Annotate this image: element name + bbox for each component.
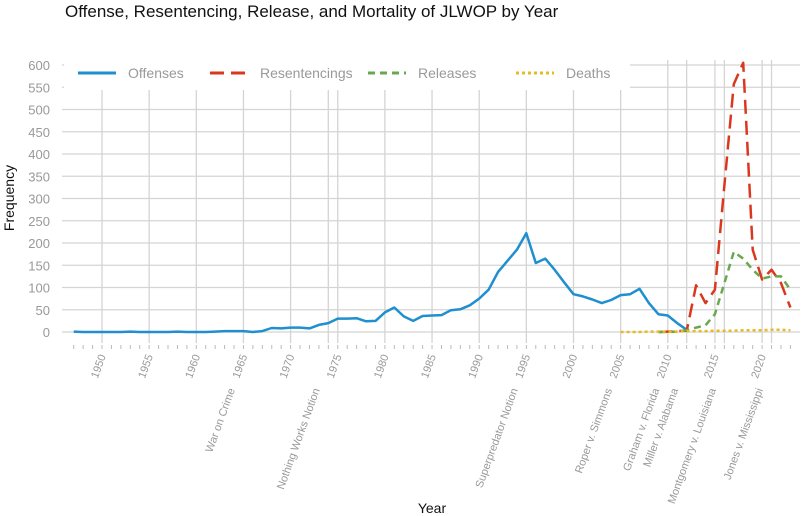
annotation-label: Nothing Works Notion xyxy=(275,387,323,491)
legend: Offenses Resentencings Releases Deaths xyxy=(64,56,630,90)
x-axis: 1950 1955 1960 1965 1970 1975 1980 1985 1990 1995… xyxy=(73,345,791,506)
grid xyxy=(62,60,800,343)
y-axis-label: Frequency xyxy=(1,165,17,231)
x-tick-label: 2020 xyxy=(749,353,769,380)
annotation-label: War on Crime xyxy=(204,387,238,454)
x-tick-label: 2005 xyxy=(608,353,628,380)
y-tick-label: 200 xyxy=(28,236,50,251)
annotation-label: Jones v. Mississippi xyxy=(722,387,766,482)
y-tick-label: 150 xyxy=(28,258,50,273)
x-tick-label: 2015 xyxy=(702,353,722,380)
y-tick-label: 600 xyxy=(28,58,50,73)
x-tick-label: 1975 xyxy=(325,353,345,380)
x-tick-label: 1985 xyxy=(419,353,439,380)
y-tick-label: 400 xyxy=(28,147,50,162)
x-tick-label: 1960 xyxy=(183,353,203,380)
x-tick-label: 1955 xyxy=(136,353,156,380)
legend-label: Resentencings xyxy=(260,65,353,81)
legend-label: Offenses xyxy=(128,65,184,81)
series-line-releases xyxy=(658,250,792,334)
series-line-offenses xyxy=(73,231,688,334)
y-axis: 0 50 100 150 200 250 300 350 400 450 500 550 600 xyxy=(28,58,50,340)
x-tick-label: 1970 xyxy=(278,353,298,380)
y-tick-label: 50 xyxy=(36,303,50,318)
annotation-label: Roper v. Simmons xyxy=(573,386,615,475)
x-tick-label: 2000 xyxy=(561,353,581,380)
series-lines xyxy=(73,61,792,334)
x-axis-label: Year xyxy=(418,500,447,516)
y-tick-label: 550 xyxy=(28,80,50,95)
x-tick-label: 1995 xyxy=(514,353,534,380)
y-tick-label: 350 xyxy=(28,169,50,184)
y-tick-label: 450 xyxy=(28,125,50,140)
y-tick-label: 250 xyxy=(28,214,50,229)
x-tick-label: 1950 xyxy=(89,353,109,380)
x-tick-label: 1965 xyxy=(231,353,251,380)
legend-label: Deaths xyxy=(566,65,610,81)
chart-title: Offense, Resentencing, Release, and Mort… xyxy=(65,2,559,21)
y-tick-label: 0 xyxy=(43,325,50,340)
y-tick-label: 500 xyxy=(28,103,50,118)
y-tick-label: 100 xyxy=(28,281,50,296)
y-tick-label: 300 xyxy=(28,192,50,207)
series-line-deaths xyxy=(620,328,791,334)
x-tick-label: 2010 xyxy=(655,353,675,380)
x-tick-label: 1990 xyxy=(466,353,486,380)
annotation-label: Superpredator Notion xyxy=(474,387,521,490)
legend-label: Releases xyxy=(418,65,476,81)
x-tick-label: 1980 xyxy=(372,353,392,380)
series-line-resentencings xyxy=(658,61,792,334)
